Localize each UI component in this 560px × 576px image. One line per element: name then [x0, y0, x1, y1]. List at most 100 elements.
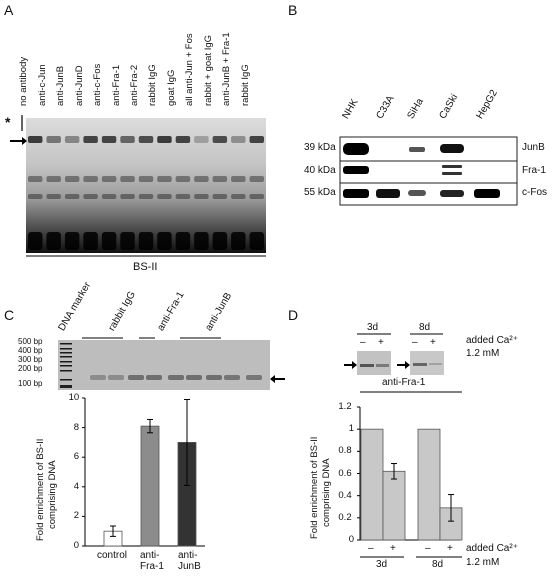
panel-d-gel-minus-2: –: [412, 337, 418, 348]
panel-d-gel-day-2: 8d: [419, 322, 431, 333]
panel-d-gel-plus-2: +: [430, 337, 436, 348]
panel-a-free-probe-band: [83, 232, 98, 250]
panel-d-ca-sign: –: [425, 543, 431, 554]
y-tick-label: 10: [68, 392, 80, 403]
blot-band: [343, 189, 369, 198]
panel-c-pcr-band: [128, 375, 144, 380]
y-tick-label: 0.2: [338, 511, 352, 523]
y-tick-label: 0: [73, 540, 80, 551]
panel-c-x-label: control: [97, 550, 128, 561]
panel-a-caption: BS-II: [133, 261, 158, 273]
panel-a-lower-band: [212, 176, 228, 182]
y-tick-label: 2: [73, 510, 80, 522]
blot-band: [376, 189, 400, 198]
panel-d-ca-sign: –: [368, 543, 374, 554]
panel-a-specific-band: [212, 136, 228, 143]
panel-b-letter: B: [288, 2, 298, 18]
panel-a-letter: A: [4, 2, 14, 18]
panel-d-calcium-label: 1.2 mM: [466, 557, 500, 568]
panel-a-lower-band: [83, 176, 98, 182]
panel-a-specific-band: [231, 136, 246, 143]
panel-a-free-probe-band: [249, 232, 264, 250]
panel-a-free-probe-band: [101, 232, 117, 250]
panel-d-calcium-top-1: added Ca²⁺: [466, 335, 518, 346]
panel-a-free-probe-band: [157, 232, 172, 250]
panel-c-pcr-band: [90, 375, 106, 380]
panel-b-protein-label: JunB: [522, 142, 545, 153]
panel-a-lower-band: [175, 176, 191, 182]
panel-a-free-probe-band: [138, 232, 154, 250]
panel-d-gel-day-1: 3d: [367, 322, 379, 333]
y-tick-label: 4: [73, 480, 80, 492]
panel-b-protein-label: c-Fos: [522, 187, 547, 198]
blot-band: [343, 166, 369, 174]
panel-d-gel-3d-band-plus: [376, 364, 389, 367]
panel-a-lower-band: [101, 176, 117, 182]
bar: [382, 470, 406, 541]
panel-a-lower-band: [231, 176, 246, 182]
panel-c-pcr-band: [168, 375, 184, 380]
panel-a-free-probe-band: [28, 232, 43, 250]
panel-a-specific-band: [64, 136, 80, 143]
panel-a-specific-band: [175, 136, 191, 143]
panel-a-lower-band: [249, 176, 264, 182]
panel-c-ladder-band: [60, 370, 72, 372]
panel-d-antibody-label: anti-Fra-1: [382, 377, 426, 388]
y-tick-label: 8: [73, 421, 80, 433]
panel-a-lower-band: [83, 194, 98, 199]
panel-a-lower-band: [46, 194, 61, 199]
panel-c-marker-label: 300 bp: [18, 355, 43, 364]
panel-c-letter: C: [4, 307, 15, 323]
blot-junb-box: [339, 136, 518, 162]
panel-d-gel-8d-band-plus: [429, 363, 442, 365]
panel-c-pcr-band: [224, 375, 240, 380]
blot-band: [474, 189, 500, 198]
panel-a-arrow-icon: [10, 137, 27, 145]
panel-b-mw-label: 55 kDa: [304, 187, 336, 198]
panel-a-lower-band: [64, 194, 80, 199]
panel-a-free-probe-band: [194, 232, 209, 250]
panel-d-calcium-top-2: 1.2 mM: [466, 348, 500, 359]
panel-d-calcium-label: added Ca²⁺: [466, 543, 518, 554]
panel-d-arrow-icon-2: [397, 361, 410, 369]
panel-c-ladder-band: [60, 352, 72, 354]
panel-a-specific-band: [83, 136, 98, 143]
panel-c-pcr-band: [108, 375, 124, 380]
panel-a-lower-band: [28, 176, 43, 182]
panel-d-gel-3d-band-minus: [360, 364, 374, 367]
panel-d-day-label: 8d: [432, 559, 444, 570]
panel-a-lower-band: [157, 176, 172, 182]
panel-a-lower-band: [212, 194, 228, 199]
panel-d-day-label: 3d: [376, 559, 388, 570]
panel-a-specific-band: [46, 136, 61, 143]
panel-c-x-label: JunB: [178, 561, 201, 572]
panel-a-free-probe-band: [212, 232, 228, 250]
panel-a-lower-band: [120, 176, 135, 182]
panel-c-ladder-band: [60, 365, 72, 367]
panel-c-marker-label: 200 bp: [18, 364, 43, 373]
panel-d-gel-minus-1: –: [360, 337, 366, 348]
y-tick-label: 1: [348, 423, 355, 435]
blot-band: [440, 144, 464, 153]
panel-a-lower-band: [28, 194, 43, 199]
panel-a-lower-band: [231, 194, 246, 199]
panel-c-ladder-band: [60, 343, 72, 345]
panel-c-x-label: anti-: [140, 550, 160, 561]
blot-band: [440, 190, 464, 197]
bar: [360, 428, 384, 541]
panel-a-star: *: [5, 114, 11, 130]
panel-a-specific-band: [101, 136, 117, 143]
panel-a-lower-band: [138, 176, 154, 182]
blot-band: [343, 143, 369, 155]
panel-a-specific-band: [28, 136, 43, 143]
panel-c-marker-label: 400 bp: [18, 346, 43, 355]
panel-c-pcr-band: [246, 375, 262, 380]
panel-b-mw-label: 39 kDa: [304, 142, 336, 153]
panel-a-free-probe-band: [231, 232, 246, 250]
panel-c-ladder-band: [60, 356, 72, 358]
